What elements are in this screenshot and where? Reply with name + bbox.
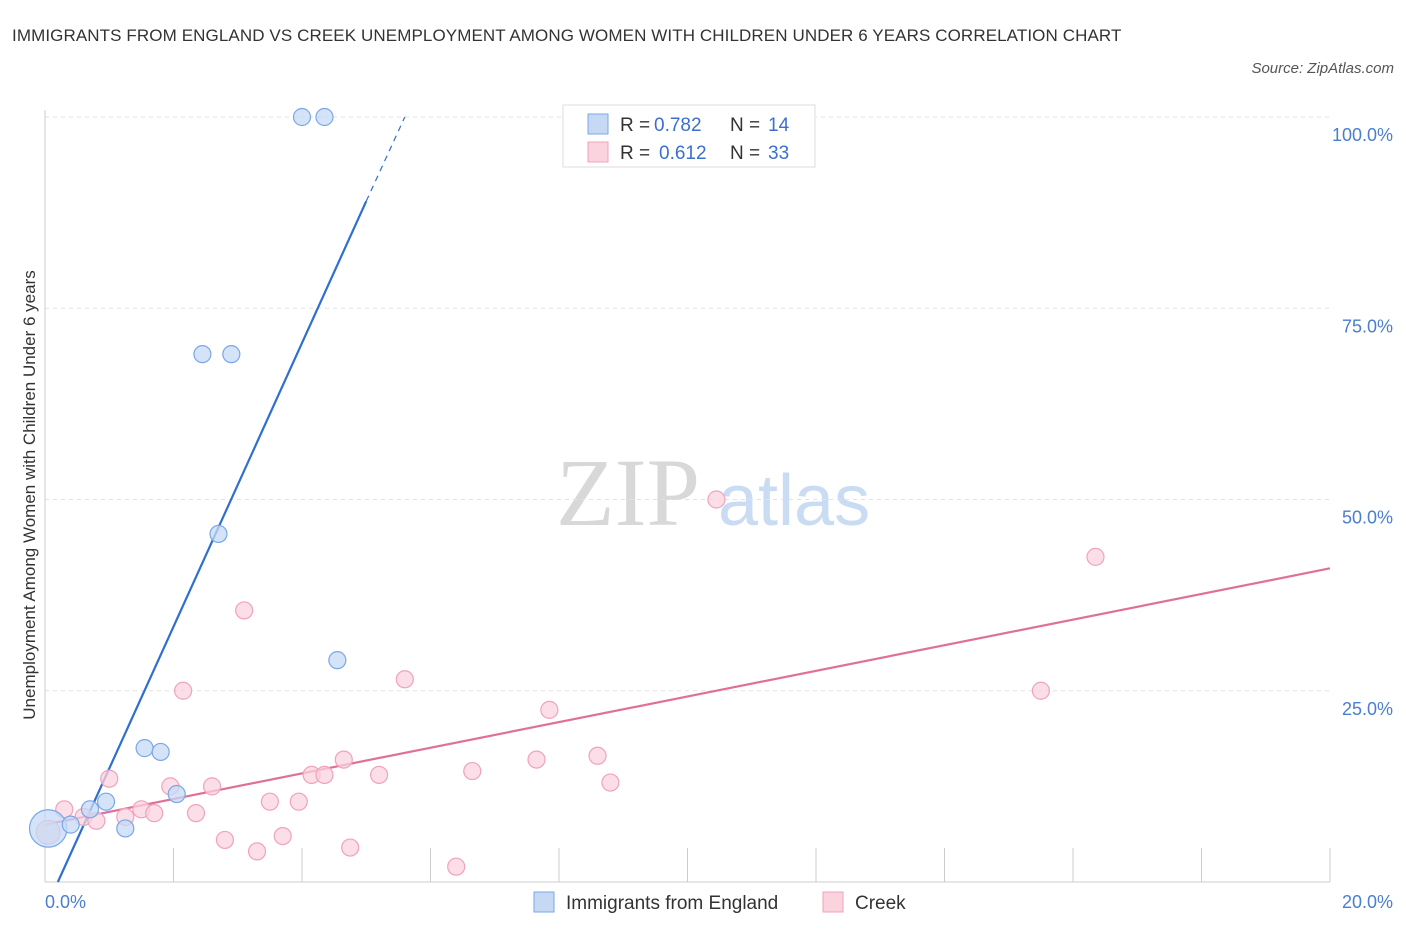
creek-point — [447, 857, 466, 876]
england-point — [151, 742, 170, 762]
creek-point — [601, 773, 620, 792]
legend-swatch-england — [587, 113, 609, 135]
trend-line-extension — [365, 116, 406, 202]
legend-swatch-creek — [587, 141, 609, 163]
creek-point — [540, 700, 559, 719]
creek-point — [100, 769, 119, 788]
legend-n-value: 33 — [768, 143, 789, 164]
x-tick-label: 0.0% — [45, 892, 86, 912]
creek-point — [289, 792, 308, 811]
legend-n-label: N = — [730, 143, 760, 164]
correlation-legend: R = 0.782 N = 14 R = 0.612 N = 33 — [562, 104, 816, 168]
england-point — [193, 345, 212, 364]
legend-n-label: N = — [730, 115, 760, 136]
chart-source: Source: ZipAtlas.com — [1251, 60, 1394, 77]
creek-point — [273, 826, 292, 846]
creek-point — [1031, 681, 1050, 700]
england-point — [167, 784, 186, 804]
creek-point — [588, 746, 607, 765]
england-point — [292, 107, 312, 127]
legend-r-value: 0.782 — [654, 115, 702, 136]
creek-point — [260, 792, 279, 811]
creek-point — [1086, 547, 1105, 566]
creek-point — [174, 681, 193, 700]
creek-point — [527, 750, 546, 769]
creek-point — [215, 830, 234, 850]
creek-point — [202, 777, 222, 796]
legend-swatch-england — [533, 891, 555, 913]
england-point — [28, 809, 68, 848]
legend-r-value: 0.612 — [659, 143, 707, 164]
legend-swatch-creek — [822, 891, 844, 913]
y-axis-label: Unemployment Among Women with Children U… — [20, 270, 39, 719]
y-tick-label: 75.0% — [1342, 316, 1393, 336]
trend-lines — [44, 116, 1331, 883]
watermark-atlas: atlas — [718, 461, 870, 541]
england-point — [116, 819, 135, 838]
england-point — [135, 739, 154, 758]
y-tick-label: 100.0% — [1332, 125, 1393, 145]
legend-r-label: R = — [620, 115, 650, 136]
x-tick-label: 20.0% — [1342, 892, 1393, 912]
creek-point — [186, 804, 206, 823]
england-point — [61, 815, 80, 834]
england-point — [328, 651, 347, 670]
england-point — [80, 800, 100, 819]
creek-point — [707, 490, 726, 509]
creek-point — [395, 670, 414, 689]
creek-point — [341, 838, 360, 857]
legend-label-creek: Creek — [855, 893, 906, 914]
y-tick-label: 50.0% — [1342, 508, 1393, 528]
y-tick-label: 25.0% — [1342, 699, 1393, 719]
creek-point — [145, 804, 164, 823]
watermark-zip: ZIP — [556, 439, 700, 546]
legend-r-label: R = — [620, 143, 650, 164]
data-points — [28, 107, 1105, 876]
creek-point — [315, 765, 334, 785]
x-tick-marks — [173, 848, 1331, 882]
chart-title: IMMIGRANTS FROM ENGLAND VS CREEK UNEMPLO… — [12, 26, 1122, 45]
england-point — [209, 524, 228, 544]
legend-label-england: Immigrants from England — [566, 893, 778, 914]
england-point — [96, 792, 116, 811]
series-legend: Immigrants from England Creek — [533, 891, 906, 914]
creek-point — [235, 601, 254, 620]
creek-point — [334, 750, 353, 769]
creek-point — [247, 842, 267, 861]
creek-point — [370, 765, 389, 785]
trend-line-england — [56, 200, 368, 883]
legend-n-value: 14 — [768, 115, 790, 136]
england-point — [315, 107, 334, 127]
creek-point — [463, 761, 482, 781]
england-point — [222, 345, 241, 364]
trend-line-creek — [44, 567, 1331, 826]
